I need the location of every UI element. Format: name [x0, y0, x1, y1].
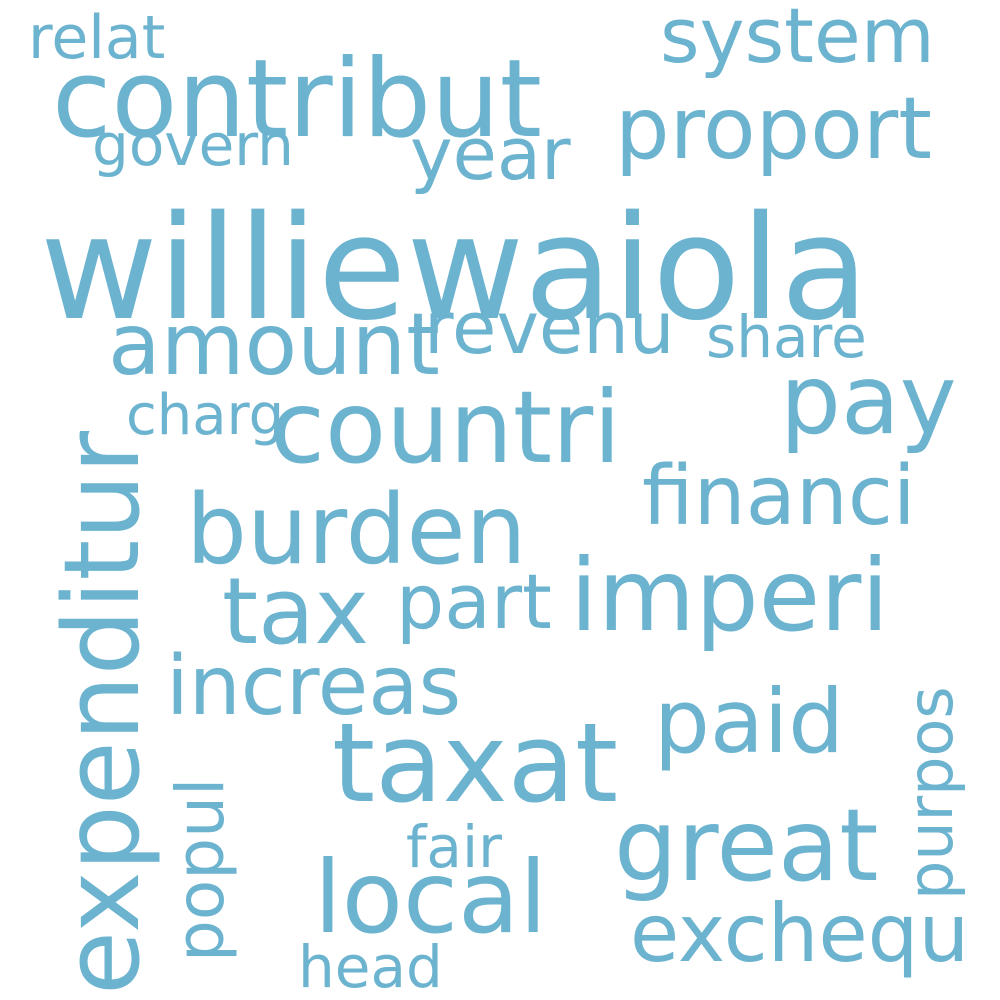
- word-williewaiola: williewaiola: [40, 184, 869, 352]
- word-revenu: revenu: [424, 286, 675, 370]
- word-purpos: purpos: [894, 686, 967, 900]
- word-increas: increas: [166, 639, 462, 734]
- word-taxat: taxat: [332, 699, 619, 827]
- word-system: system: [660, 0, 935, 80]
- word-part: part: [396, 557, 552, 646]
- word-proport: proport: [615, 79, 932, 179]
- word-year: year: [410, 112, 571, 196]
- word-govern: govern: [92, 111, 294, 179]
- word-tax: tax: [222, 558, 369, 665]
- word-pay: pay: [780, 344, 957, 456]
- word-share: share: [706, 303, 867, 371]
- word-expenditur: expenditur: [41, 431, 163, 995]
- word-paid: paid: [654, 670, 845, 773]
- word-imperi: imperi: [570, 537, 890, 654]
- word-charg: charg: [126, 383, 285, 448]
- word-relat: relat: [28, 3, 166, 73]
- word-local: local: [314, 839, 548, 956]
- word-fair: fair: [406, 813, 502, 881]
- word-burden: burden: [186, 474, 527, 586]
- word-exchequ: exchequ: [630, 887, 970, 980]
- word-contribut: contribut: [52, 37, 543, 162]
- word-countri: countri: [270, 369, 622, 486]
- word-popul: popul: [162, 777, 239, 962]
- word-financi: financi: [642, 449, 916, 544]
- word-head: head: [298, 933, 443, 1000]
- word-great: great: [614, 787, 879, 904]
- word-amount: amount: [108, 295, 440, 395]
